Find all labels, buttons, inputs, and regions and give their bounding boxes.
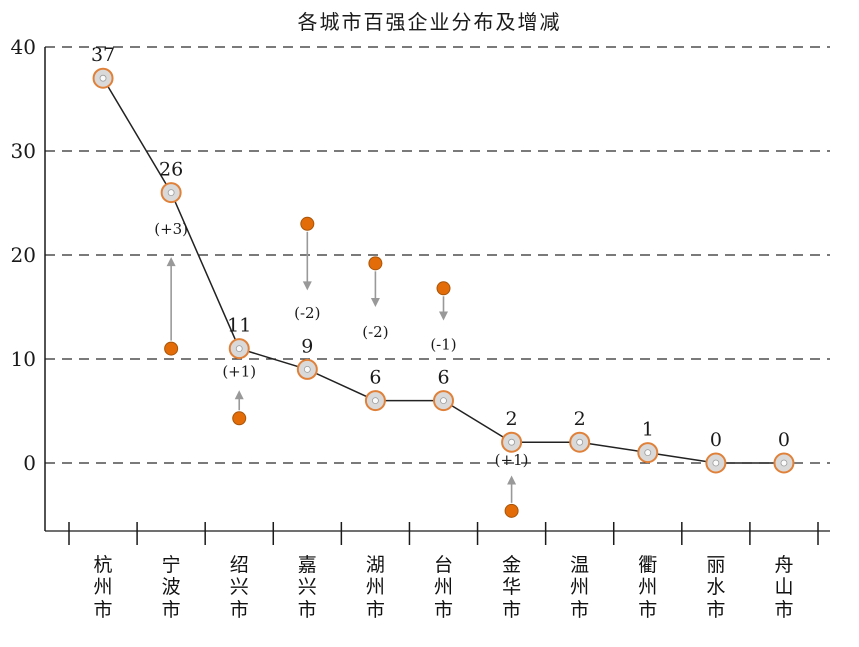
x-axis-label: 宁波市 [161, 554, 181, 621]
change-label: (+3) [154, 220, 188, 238]
chart-title: 各城市百强企业分布及增减 [297, 10, 562, 34]
data-point-marker-center [235, 345, 243, 353]
value-label: 0 [778, 429, 790, 451]
data-point-marker-center [508, 438, 515, 446]
x-axis-label: 杭州市 [93, 554, 113, 621]
data-point-marker-center [440, 397, 447, 405]
x-axis-label: 绍兴市 [229, 554, 249, 621]
x-axis-label: 湖州市 [365, 554, 385, 621]
data-point-marker-center [303, 365, 311, 373]
value-label: 26 [159, 159, 183, 181]
x-axis-label: 温州市 [570, 554, 590, 621]
y-tick-label: 30 [11, 139, 36, 163]
change-label: (-2) [362, 323, 388, 341]
change-dot [164, 341, 179, 356]
x-axis-label: 舟山市 [774, 554, 794, 621]
change-arrow-head-icon [439, 311, 448, 321]
change-arrow-head-icon [507, 475, 517, 485]
change-dot [232, 411, 247, 426]
change-dot [504, 503, 519, 518]
change-arrow-head-icon [302, 281, 312, 291]
data-point-marker-center [372, 397, 379, 405]
change-label: (-2) [294, 304, 320, 322]
x-axis-label: 嘉兴市 [297, 554, 317, 621]
y-tick-label: 40 [11, 35, 36, 59]
change-arrow-head-icon [166, 257, 176, 267]
y-tick-label: 0 [23, 451, 36, 475]
x-axis-label: 衢州市 [638, 554, 658, 621]
data-point-marker-center [576, 438, 584, 446]
change-label: (+1) [222, 362, 256, 380]
data-point-marker-center [99, 74, 107, 82]
change-dot [300, 216, 315, 231]
value-label: 2 [574, 408, 586, 430]
value-label: 37 [91, 44, 115, 66]
data-point-marker-center [167, 189, 175, 197]
value-label: 1 [642, 419, 654, 441]
x-axis-label: 金华市 [502, 554, 522, 621]
value-label: 6 [369, 367, 381, 389]
data-point-marker-center [644, 449, 652, 457]
data-point-marker-center [780, 459, 788, 467]
value-label: 6 [437, 367, 449, 389]
change-arrow-head-icon [370, 298, 380, 307]
value-label: 9 [301, 335, 313, 357]
change-label: (-1) [430, 335, 456, 353]
change-arrow-head-icon [234, 390, 244, 400]
x-axis-label: 丽水市 [706, 554, 726, 621]
value-label: 11 [227, 315, 251, 337]
change-dot [436, 281, 451, 296]
change-label: (+1) [495, 451, 529, 469]
change-dot [368, 256, 383, 271]
y-tick-label: 20 [11, 243, 36, 267]
x-axis-label: 台州市 [433, 554, 453, 621]
value-label: 0 [710, 429, 722, 451]
value-label: 2 [506, 408, 518, 430]
y-tick-label: 10 [11, 347, 36, 371]
data-point-marker-center [712, 459, 720, 467]
